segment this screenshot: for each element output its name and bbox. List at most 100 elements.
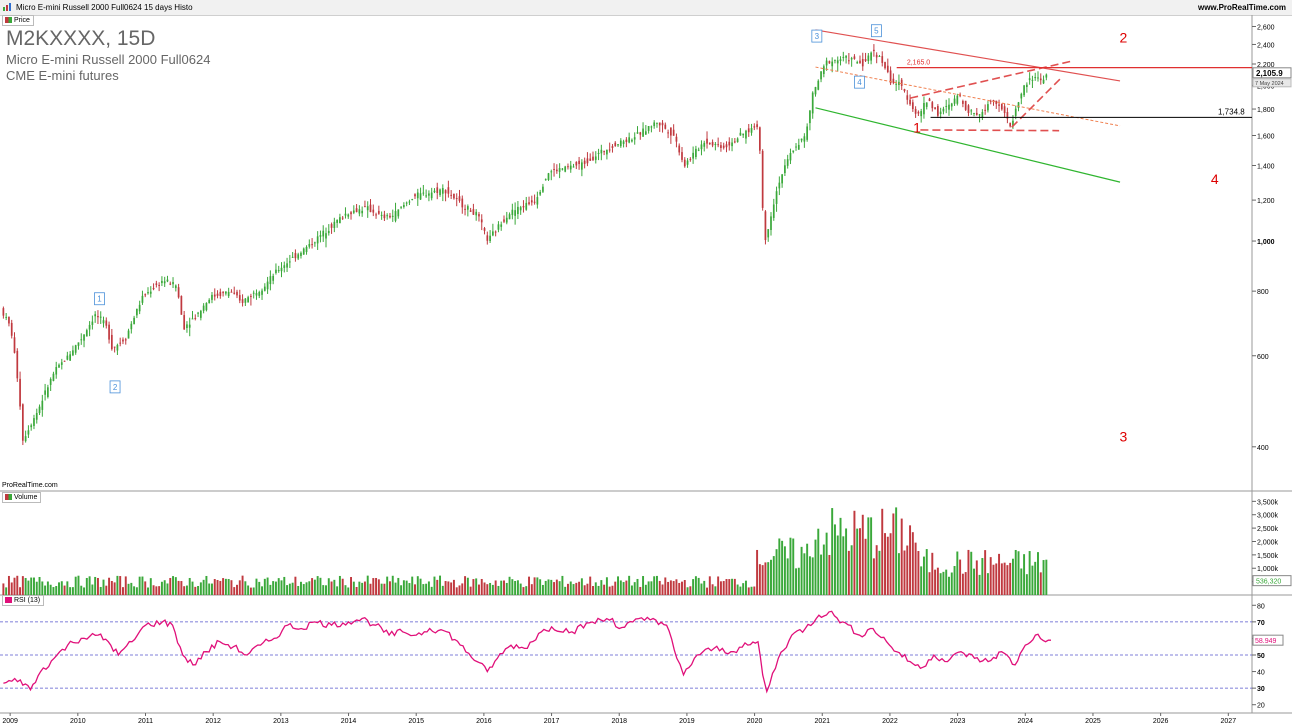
candle-body	[222, 292, 224, 294]
volume-bar	[973, 568, 975, 595]
candle-body	[119, 342, 122, 344]
volume-bar	[564, 586, 567, 595]
volume-bar	[74, 576, 77, 595]
candle-body	[255, 293, 258, 296]
year-tick-label: 2014	[341, 718, 357, 725]
candle-body	[447, 187, 450, 194]
volume-bar	[758, 564, 761, 595]
candle-body	[386, 215, 389, 217]
volume-bar	[350, 577, 353, 595]
volume-bar	[244, 581, 247, 595]
volume-bar	[895, 507, 898, 595]
volume-bar	[19, 587, 22, 595]
volume-bar	[945, 569, 948, 595]
volume-bar	[658, 580, 661, 595]
candle-body	[199, 310, 202, 318]
candle-body	[503, 219, 505, 222]
rsi-tick-label: 50	[1257, 653, 1265, 660]
volume-bar	[1039, 572, 1042, 595]
volume-bar	[522, 587, 525, 595]
rsi-pane-tag[interactable]: RSI (13)	[2, 595, 45, 606]
candle-body	[305, 246, 308, 253]
chart-canvas[interactable]: 4006008001,0001,2001,4001,6001,8002,0002…	[0, 15, 1292, 727]
price-pane-tag[interactable]: Price	[2, 15, 34, 26]
volume-bar	[414, 584, 416, 595]
volume-bar	[58, 582, 60, 595]
volume-bar	[491, 584, 494, 595]
candle-body	[809, 110, 811, 124]
candle-body	[558, 168, 561, 172]
candle-body	[444, 190, 447, 194]
candle-body	[325, 233, 327, 239]
candle-body	[770, 216, 772, 231]
candle-body	[55, 367, 58, 375]
volume-bar	[174, 577, 177, 595]
site-link[interactable]: www.ProRealTime.com	[1197, 3, 1286, 12]
volume-bar	[166, 583, 169, 595]
candle-body	[667, 132, 669, 134]
candle-body	[934, 107, 936, 110]
candle-body	[383, 214, 386, 219]
volume-bar	[213, 579, 216, 595]
volume-bar	[700, 583, 703, 595]
volume-bar	[375, 577, 378, 595]
volume-bar	[892, 513, 895, 595]
candle-body	[441, 188, 444, 194]
candle-body	[973, 112, 975, 114]
volume-bar	[27, 580, 30, 595]
candle-body	[981, 112, 984, 119]
volume-bar	[480, 578, 483, 595]
volume-bar	[152, 585, 155, 595]
volume-bar	[347, 587, 350, 595]
candle-body	[227, 291, 230, 297]
volume-bar	[948, 576, 950, 595]
volume-bar	[230, 580, 233, 595]
candle-body	[550, 171, 553, 173]
candle-body	[848, 60, 850, 62]
candle-body	[1031, 79, 1034, 81]
volume-bar	[530, 584, 533, 595]
volume-bar	[66, 581, 69, 595]
candle-body	[172, 282, 174, 285]
candle-body	[194, 318, 197, 320]
price-tick-label: 2,200	[1257, 62, 1275, 69]
year-tick-label: 2013	[273, 718, 289, 725]
candle-body	[1026, 84, 1028, 88]
volume-bar	[592, 586, 594, 595]
candle-body	[814, 87, 817, 95]
instrument-name: Micro E-mini Russell 2000 Full0624	[6, 52, 211, 67]
volume-bar	[900, 518, 903, 595]
candle-body	[542, 186, 544, 192]
candle-body	[606, 149, 608, 155]
volume-bar	[388, 581, 391, 595]
candle-body	[80, 339, 83, 341]
volume-bar	[1020, 568, 1023, 595]
candle-body	[400, 206, 402, 208]
volume-bar	[995, 563, 998, 595]
volume-bar	[183, 586, 186, 595]
volume-bar	[210, 583, 213, 595]
volume-bar	[683, 580, 686, 595]
last-rsi-label: 58.949	[1255, 638, 1277, 645]
volume-bar	[847, 550, 850, 595]
volume-bar	[1045, 559, 1048, 595]
candle-body	[397, 209, 400, 217]
volume-bar	[208, 583, 211, 595]
candle-body	[275, 269, 277, 273]
candle-body	[714, 143, 717, 145]
candle-body	[233, 292, 236, 294]
candle-body	[600, 149, 603, 154]
volume-bar	[850, 545, 853, 595]
volume-pane-label: Volume	[14, 494, 38, 501]
volume-bar	[872, 558, 875, 595]
candle-body	[500, 224, 503, 227]
volume-bar	[464, 576, 467, 595]
volume-bar	[831, 508, 834, 595]
volume-bar	[514, 580, 517, 595]
volume-bar	[686, 587, 689, 595]
volume-pane-tag[interactable]: Volume	[2, 492, 42, 503]
candle-body	[875, 54, 878, 58]
volume-bar	[141, 576, 144, 595]
candle-body	[277, 270, 280, 272]
volume-bar	[369, 583, 372, 595]
